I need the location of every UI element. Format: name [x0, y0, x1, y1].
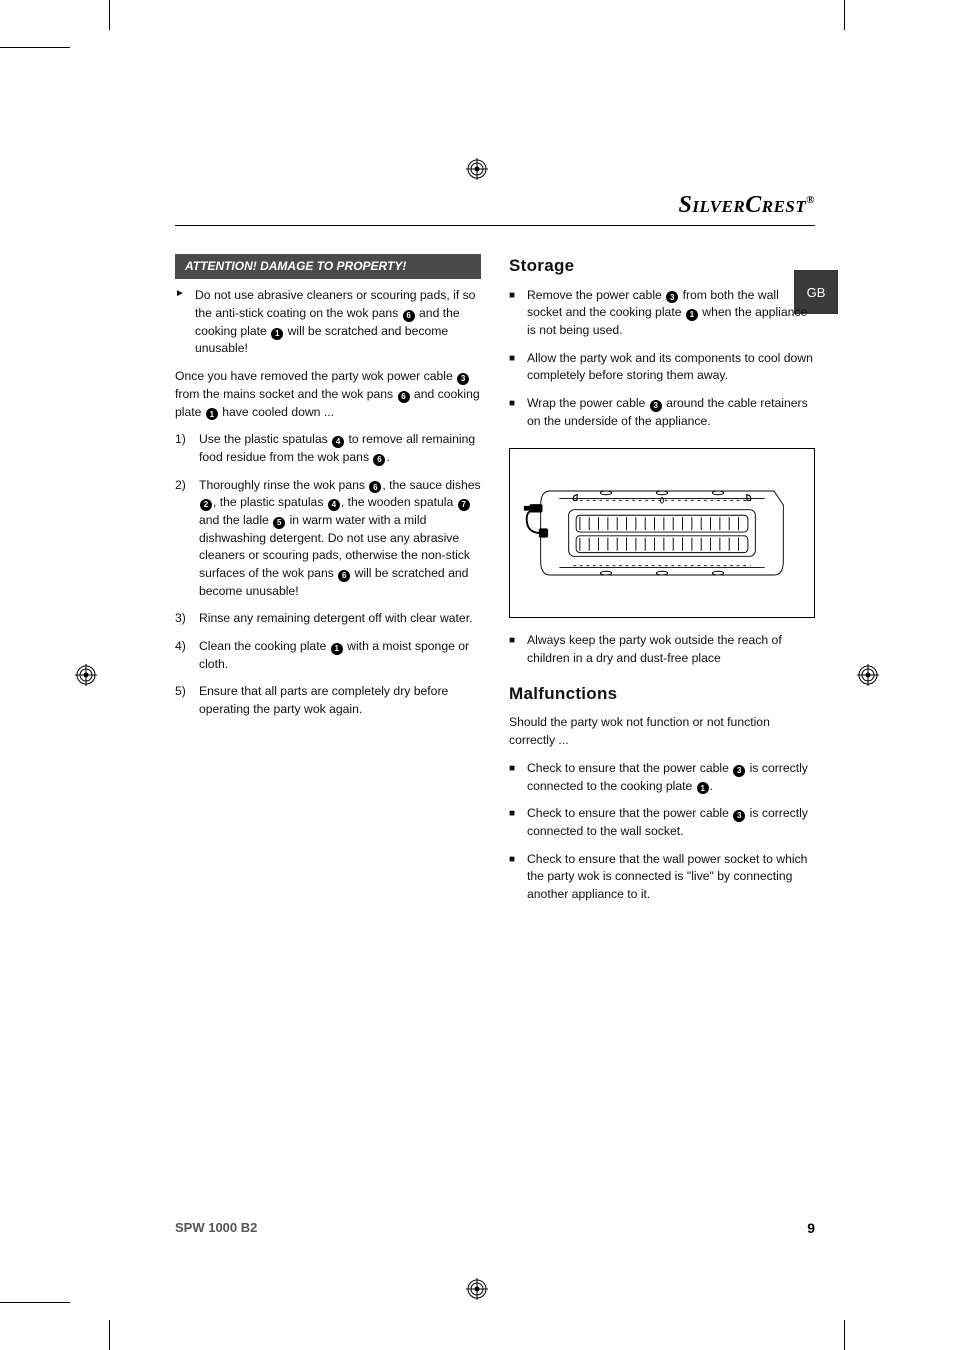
registration-mark-icon — [857, 664, 879, 686]
registration-mark-icon — [75, 664, 97, 686]
ref-icon-6: 6 — [369, 481, 381, 493]
step-text: Ensure that all parts are completely dry… — [199, 683, 481, 718]
step-5: 5) Ensure that all parts are completely … — [175, 683, 481, 718]
ref-icon-2: 2 — [200, 499, 212, 511]
storage-item: ■ Allow the party wok and its components… — [509, 350, 815, 385]
brand-text: ilver — [692, 192, 745, 218]
registered-icon: ® — [806, 194, 815, 206]
right-column: Storage ■ Remove the power cable 3 from … — [509, 254, 815, 914]
ref-icon-1: 1 — [686, 309, 698, 321]
ref-icon-3: 3 — [733, 810, 745, 822]
step-number: 1) — [175, 431, 199, 466]
ref-icon-1: 1 — [697, 782, 709, 794]
intro-paragraph: Once you have removed the party wok powe… — [175, 368, 481, 421]
crop-mark — [0, 47, 70, 48]
brand-text: rest — [762, 192, 807, 218]
ref-icon-3: 3 — [650, 400, 662, 412]
malfunction-text: Check to ensure that the power cable 3 i… — [527, 805, 815, 840]
storage-item: ■ Remove the power cable 3 from both the… — [509, 287, 815, 340]
malfunctions-intro: Should the party wok not function or not… — [509, 714, 815, 749]
step-number: 5) — [175, 683, 199, 718]
brand-text: C — [745, 192, 762, 218]
ref-icon-6: 6 — [373, 454, 385, 466]
square-bullet-icon: ■ — [509, 395, 527, 430]
malfunction-text: Check to ensure that the power cable 3 i… — [527, 760, 815, 795]
step-2: 2) Thoroughly rinse the wok pans 6, the … — [175, 477, 481, 601]
brand-logo: SilverCrest® — [175, 192, 815, 226]
step-number: 4) — [175, 638, 199, 673]
crop-mark — [844, 0, 845, 30]
square-bullet-icon: ■ — [509, 760, 527, 795]
step-4: 4) Clean the cooking plate 1 with a mois… — [175, 638, 481, 673]
square-bullet-icon: ■ — [509, 805, 527, 840]
attention-heading: ATTENTION! DAMAGE TO PROPERTY! — [175, 254, 481, 279]
crop-mark — [109, 0, 110, 30]
step-1: 1) Use the plastic spatulas 4 to remove … — [175, 431, 481, 466]
crop-mark — [0, 1302, 70, 1303]
crop-mark — [844, 1320, 845, 1350]
malfunction-item: ■ Check to ensure that the power cable 3… — [509, 760, 815, 795]
square-bullet-icon: ■ — [509, 632, 527, 667]
attention-item: ► Do not use abrasive cleaners or scouri… — [175, 287, 481, 358]
ref-icon-5: 5 — [273, 517, 285, 529]
brand-text: S — [678, 192, 692, 218]
storage-item: ■ Wrap the power cable 3 around the cabl… — [509, 395, 815, 430]
left-column: ATTENTION! DAMAGE TO PROPERTY! ► Do not … — [175, 254, 481, 914]
diagram-svg — [522, 458, 802, 608]
registration-mark-icon — [466, 1278, 488, 1300]
registration-mark-icon — [466, 158, 488, 180]
step-text: Thoroughly rinse the wok pans 6, the sau… — [199, 477, 481, 601]
ref-icon-1: 1 — [206, 408, 218, 420]
storage-heading: Storage — [509, 254, 815, 279]
square-bullet-icon: ■ — [509, 851, 527, 904]
step-number: 3) — [175, 610, 199, 628]
ref-icon-1: 1 — [331, 643, 343, 655]
crop-mark — [109, 1320, 110, 1350]
ref-icon-4: 4 — [332, 436, 344, 448]
ref-icon-6: 6 — [398, 391, 410, 403]
square-bullet-icon: ■ — [509, 350, 527, 385]
triangle-bullet-icon: ► — [175, 287, 195, 358]
malfunction-text: Check to ensure that the wall power sock… — [527, 851, 815, 904]
malfunctions-heading: Malfunctions — [509, 682, 815, 707]
ref-icon-3: 3 — [733, 765, 745, 777]
storage-text: Remove the power cable 3 from both the w… — [527, 287, 815, 340]
attention-text: Do not use abrasive cleaners or scouring… — [195, 287, 481, 358]
square-bullet-icon: ■ — [509, 287, 527, 340]
storage-text: Wrap the power cable 3 around the cable … — [527, 395, 815, 430]
ref-icon-3: 3 — [457, 373, 469, 385]
ref-icon-3: 3 — [666, 291, 678, 303]
page-footer: SPW 1000 B2 9 — [175, 1220, 815, 1236]
page-number: 9 — [807, 1220, 815, 1236]
ref-icon-1: 1 — [271, 328, 283, 340]
step-text: Use the plastic spatulas 4 to remove all… — [199, 431, 481, 466]
ref-icon-6: 6 — [338, 570, 350, 582]
storage-text: Allow the party wok and its components t… — [527, 350, 815, 385]
model-number: SPW 1000 B2 — [175, 1220, 257, 1236]
ref-icon-4: 4 — [328, 499, 340, 511]
ref-icon-6: 6 — [403, 310, 415, 322]
appliance-underside-diagram — [509, 448, 815, 618]
storage-item: ■ Always keep the party wok outside the … — [509, 632, 815, 667]
storage-text: Always keep the party wok outside the re… — [527, 632, 815, 667]
step-text: Rinse any remaining detergent off with c… — [199, 610, 481, 628]
step-text: Clean the cooking plate 1 with a moist s… — [199, 638, 481, 673]
page-content: SilverCrest® ATTENTION! DAMAGE TO PROPER… — [175, 192, 815, 914]
step-number: 2) — [175, 477, 199, 601]
malfunction-item: ■ Check to ensure that the wall power so… — [509, 851, 815, 904]
ref-icon-7: 7 — [458, 499, 470, 511]
step-3: 3) Rinse any remaining detergent off wit… — [175, 610, 481, 628]
malfunction-item: ■ Check to ensure that the power cable 3… — [509, 805, 815, 840]
